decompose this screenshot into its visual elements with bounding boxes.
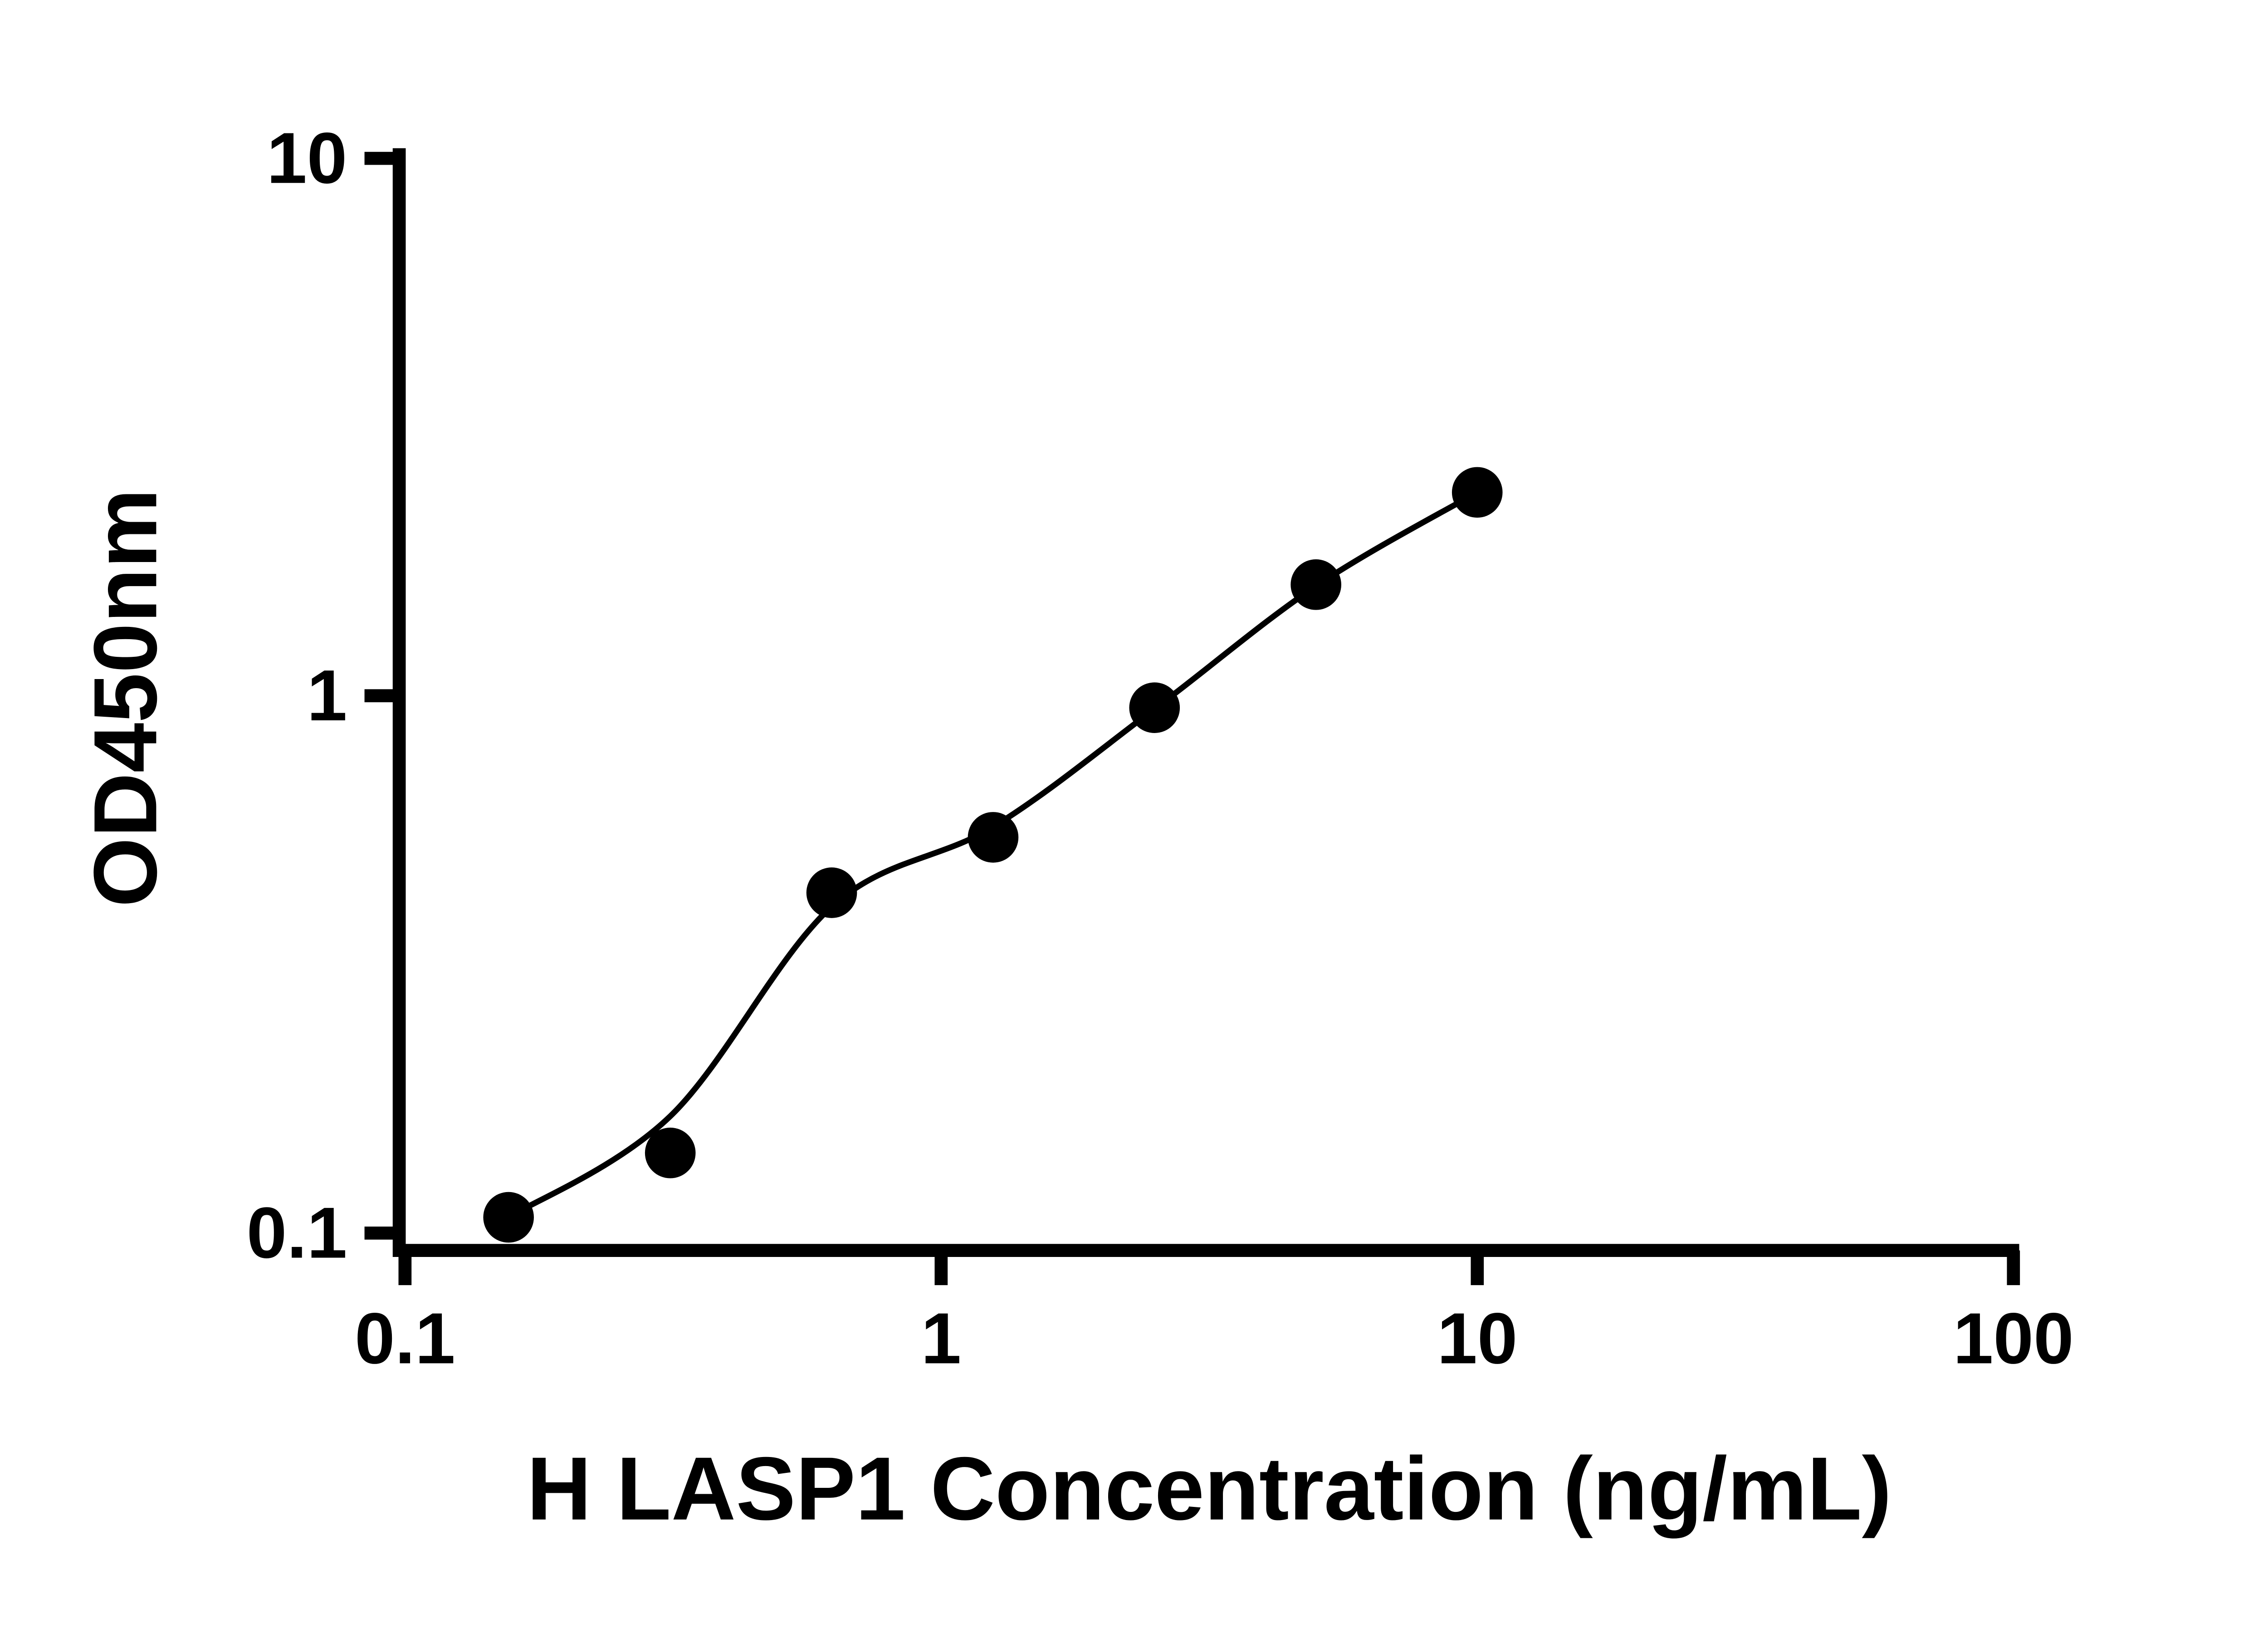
data-point (1129, 682, 1180, 733)
tick-marks (364, 152, 2020, 1286)
data-point (483, 1192, 534, 1243)
x-axis-title: H LASP1 Concentration (ng/mL) (527, 1438, 1892, 1539)
y-axis-title: OD450nm (75, 489, 175, 907)
data-point (1452, 467, 1503, 518)
x-tick-label: 1 (921, 1298, 961, 1379)
y-tick-label: 10 (267, 117, 347, 198)
axes (392, 148, 2019, 1257)
data-point (645, 1127, 696, 1178)
data-point (968, 812, 1019, 863)
x-tick-label: 100 (1953, 1298, 2074, 1379)
data-points (483, 467, 1503, 1243)
data-point (1290, 559, 1341, 610)
data-point (806, 867, 857, 918)
x-tick-label: 0.1 (355, 1298, 455, 1379)
y-tick-label: 1 (307, 655, 347, 736)
y-tick-label: 0.1 (247, 1193, 347, 1273)
x-tick-label: 10 (1437, 1298, 1517, 1379)
axis-lines (392, 148, 2019, 1257)
tick-labels: 0.1 1 10 100 0.1 1 10 (247, 117, 2074, 1379)
